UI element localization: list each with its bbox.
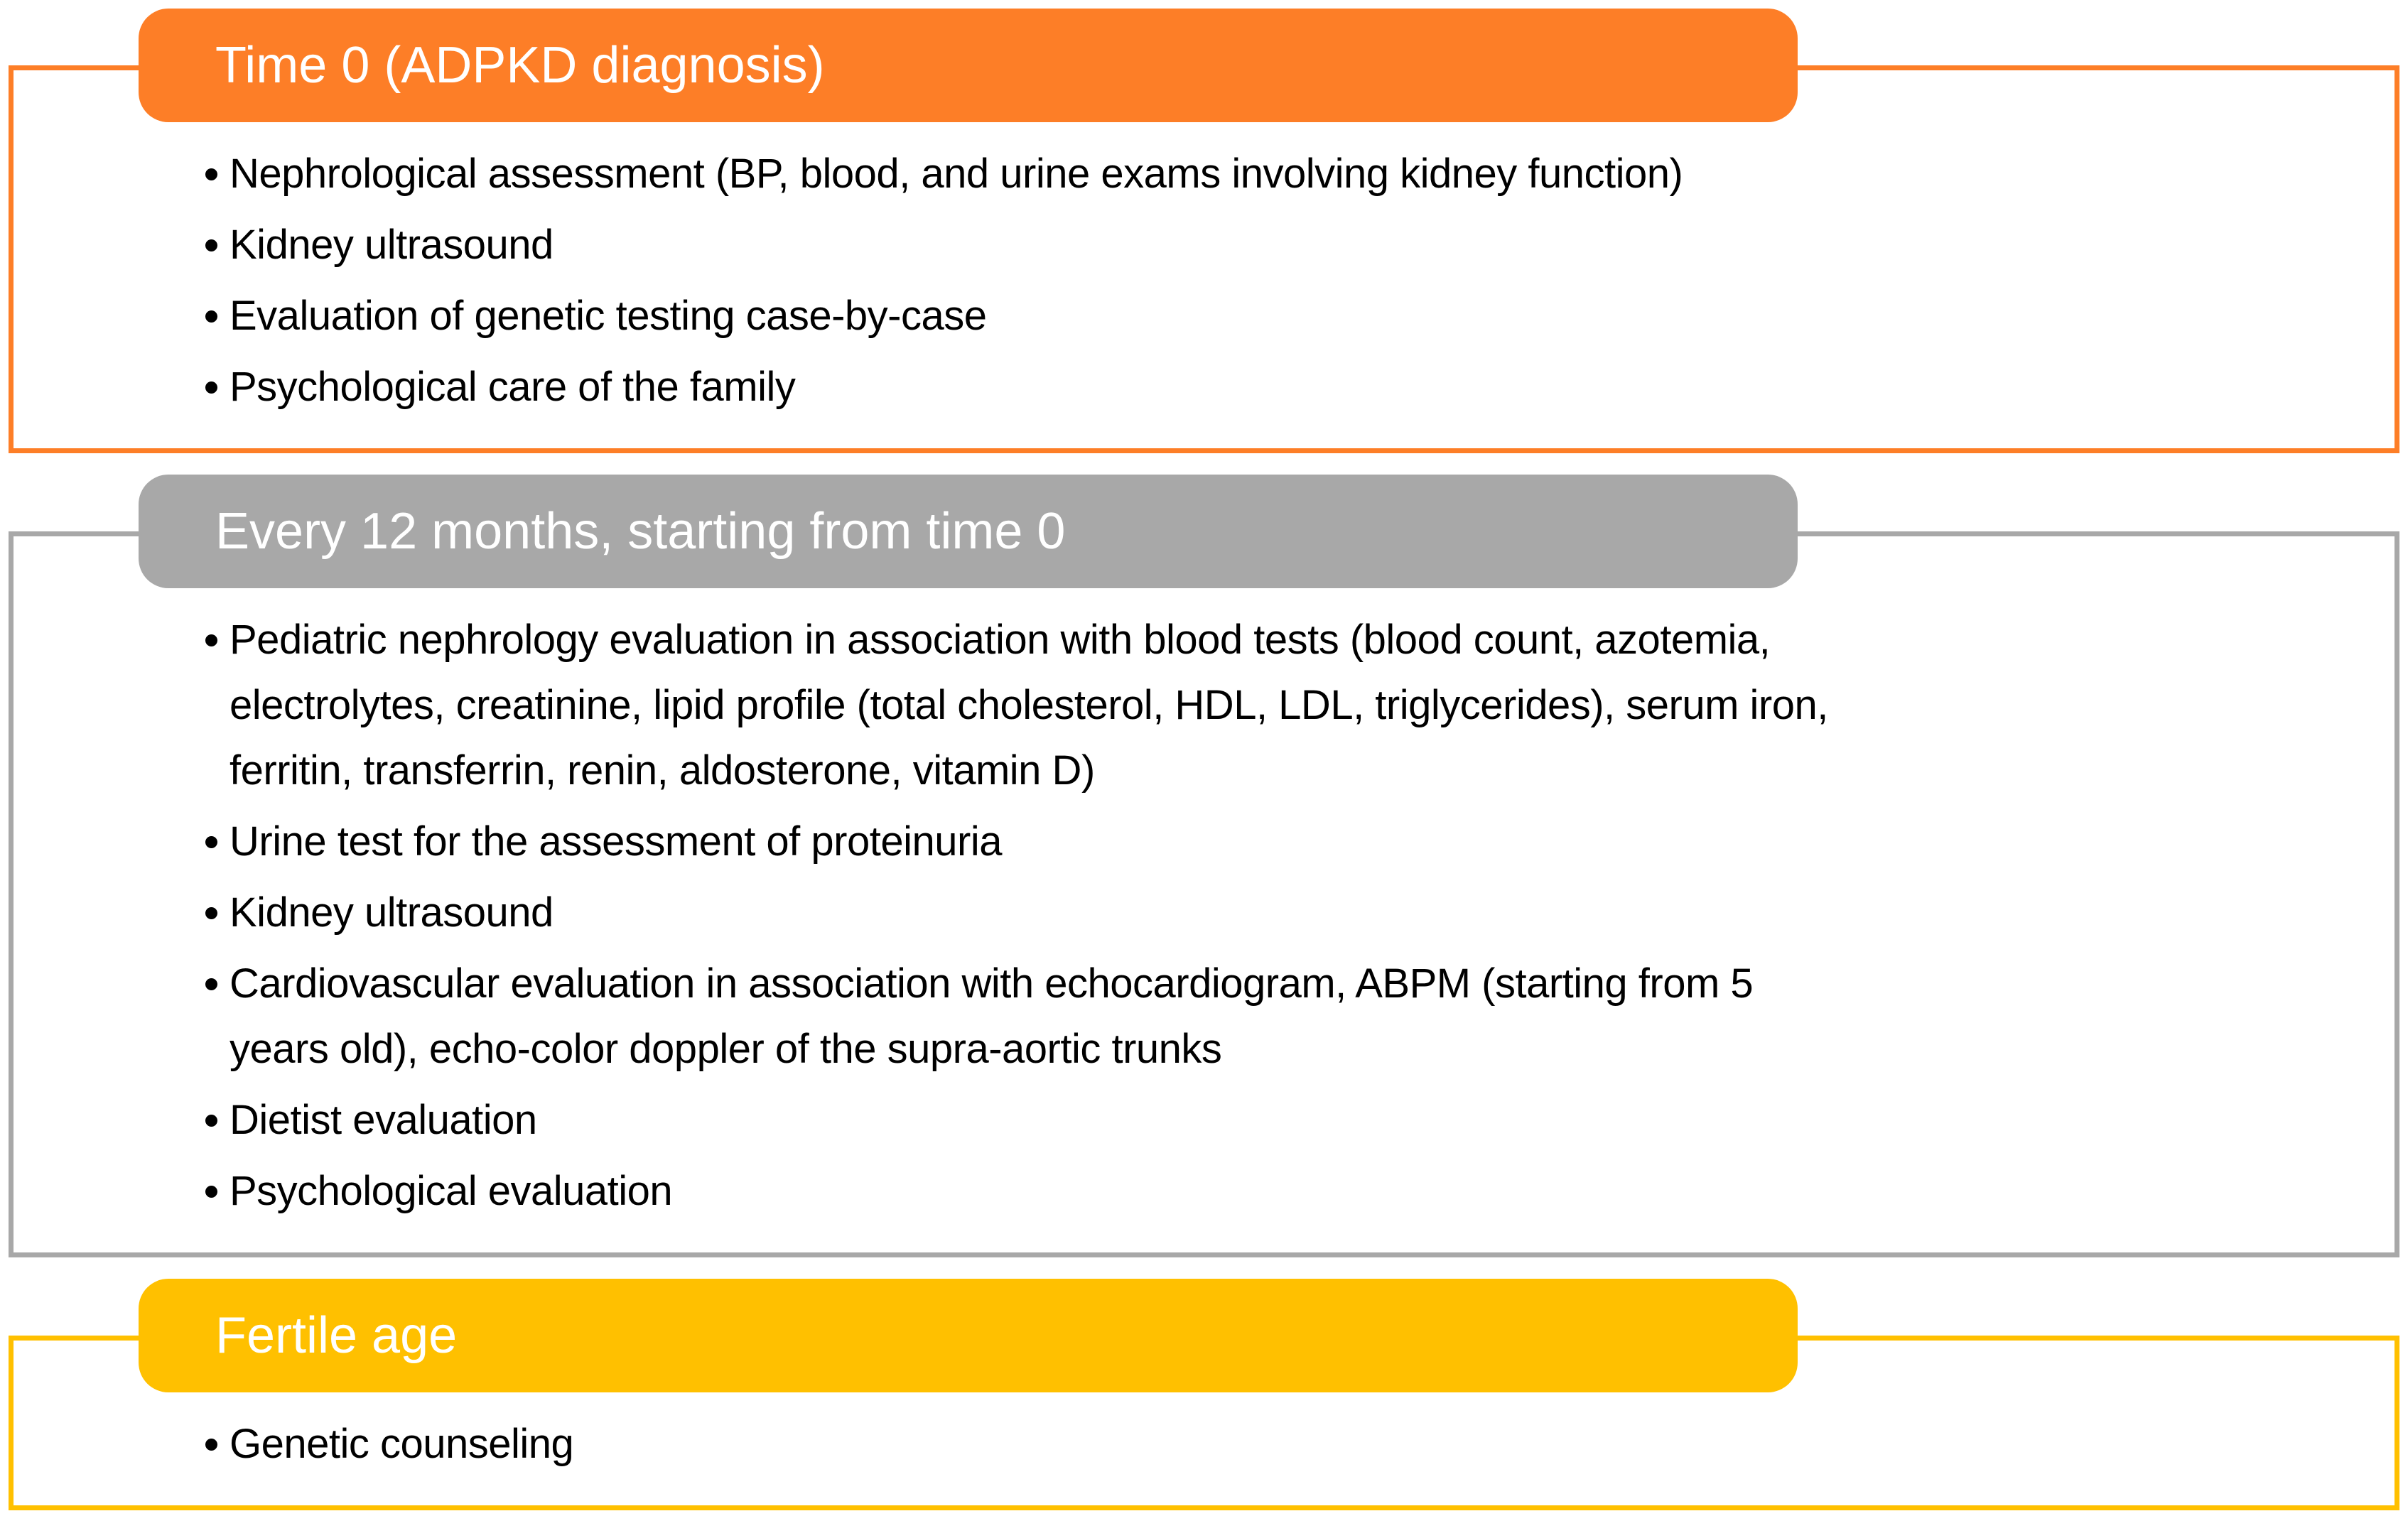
bullet-item: Dietist evaluation (205, 1088, 2366, 1153)
bullet-list: Pediatric nephrology evaluation in assoc… (205, 607, 2366, 1224)
bullet-item: Genetic counseling (205, 1412, 2366, 1477)
bullet-item: Psychological care of the family (205, 354, 2366, 420)
section-header-bar: Fertile age (139, 1279, 1798, 1392)
bullet-item: Nephrological assessment (BP, blood, and… (205, 141, 2366, 207)
section-frame: Pediatric nephrology evaluation in assoc… (9, 531, 2399, 1257)
bullet-item: Evaluation of genetic testing case-by-ca… (205, 283, 2366, 349)
bullet-item: Urine test for the assessment of protein… (205, 809, 2366, 875)
bullet-list: Genetic counseling (205, 1412, 2366, 1477)
section-frame: Nephrological assessment (BP, blood, and… (9, 65, 2399, 453)
bullet-list: Nephrological assessment (BP, blood, and… (205, 141, 2366, 420)
protocol-section-time-0: Time 0 (ADPKD diagnosis) Nephrological a… (9, 9, 2399, 453)
bullet-item: Kidney ultrasound (205, 880, 2366, 946)
section-title: Every 12 months, starting from time 0 (215, 503, 1066, 560)
protocol-section-fertile-age: Fertile age Genetic counseling (9, 1279, 2399, 1510)
bullet-item: Psychological evaluation (205, 1159, 2366, 1224)
bullet-item: Kidney ultrasound (205, 212, 2366, 278)
protocol-section-every-12-months: Every 12 months, starting from time 0 Pe… (9, 475, 2399, 1257)
bullet-item: Cardiovascular evaluation in association… (205, 951, 2366, 1082)
bullet-item: Pediatric nephrology evaluation in assoc… (205, 607, 2366, 803)
section-header-bar: Time 0 (ADPKD diagnosis) (139, 9, 1798, 122)
section-title: Time 0 (ADPKD diagnosis) (215, 37, 825, 94)
section-header-bar: Every 12 months, starting from time 0 (139, 475, 1798, 588)
section-title: Fertile age (215, 1307, 458, 1364)
